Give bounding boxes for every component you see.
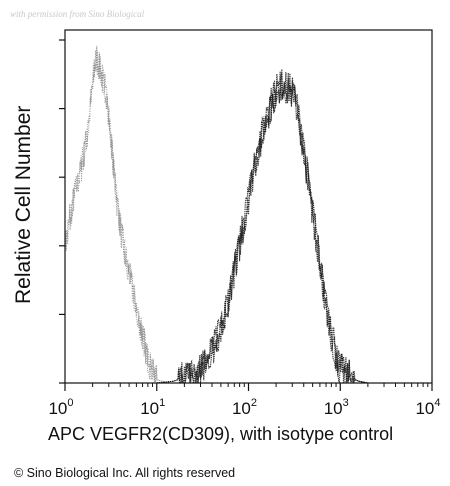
watermark-text: with permission from Sino Biological [10,9,145,19]
histogram-trace [64,45,168,384]
x-tick-label: 100 [48,397,73,418]
x-tick-label: 104 [415,397,440,418]
x-tick-label: 103 [324,397,349,418]
histogram-series-0 [64,45,168,384]
histogram-trace [64,46,168,384]
x-tick-label: 102 [232,397,257,418]
x-axis-label: APC VEGFR2(CD309), with isotype control [48,424,394,444]
histogram-trace [156,68,369,384]
y-axis-label: Relative Cell Number [12,105,35,304]
x-tick-label: 101 [140,397,165,418]
histogram-series-1 [156,68,369,385]
axes-layer: 100 101 102 103 104 [48,29,441,418]
histogram-trace [156,72,369,384]
series-layer [64,45,369,385]
copyright-text: © Sino Biological Inc. All rights reserv… [14,466,236,480]
